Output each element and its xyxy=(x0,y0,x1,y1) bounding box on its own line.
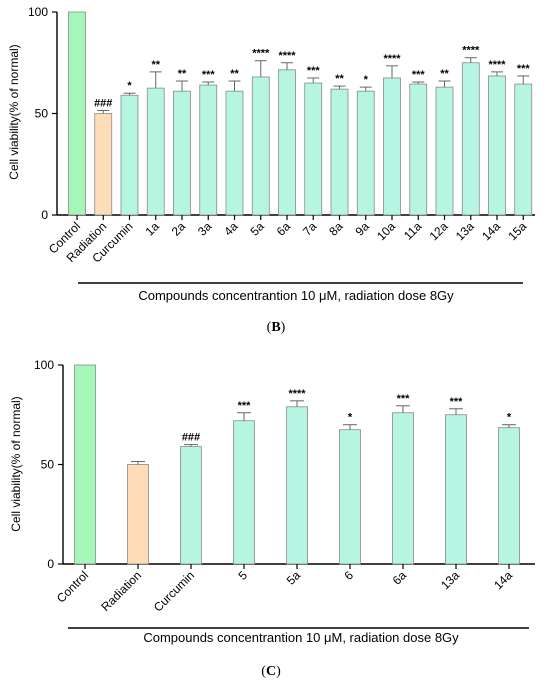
panel-c-xtick-label: Curcumin xyxy=(151,568,197,614)
panel-b-significance-label: ** xyxy=(151,59,160,71)
panel-b-bar xyxy=(94,113,113,216)
panel-c-xtick-label: 5 xyxy=(235,568,250,583)
panel-b-xtick-label: 1a xyxy=(143,219,163,239)
panel-b-xtick-label: 9a xyxy=(353,219,373,239)
panel-b-xtick-label: 11a xyxy=(401,219,425,243)
panel-c-letter: (C) xyxy=(261,664,281,679)
panel-c-bar xyxy=(498,427,520,565)
panel-b-ytick-label: 0 xyxy=(41,208,48,222)
panel-b-xtick-label: 5a xyxy=(248,219,268,239)
panel-b-bar xyxy=(304,82,323,216)
panel-b-significance-label: ** xyxy=(230,68,239,80)
panel-b-significance-label: * xyxy=(127,80,132,92)
panel-c-significance-label: *** xyxy=(238,400,252,412)
panel-c-ytick-label: 100 xyxy=(34,358,54,372)
panel-b-significance-label: *** xyxy=(517,63,531,75)
panel-b-significance-label: **** xyxy=(462,45,480,57)
panel-c-significance-label: *** xyxy=(397,393,411,405)
panel-c-bar xyxy=(74,364,96,565)
panel-b-xtick-label: 13a xyxy=(453,219,477,243)
panel-b-bar xyxy=(461,62,480,216)
panel-b-significance-label: *** xyxy=(307,65,321,77)
panel-b-significance-label: ** xyxy=(178,68,187,80)
panel-b-letter: (B) xyxy=(267,320,286,335)
panel-c-bar xyxy=(233,420,255,565)
panel-c-significance-label: *** xyxy=(450,396,464,408)
panel-b-ytick-label: 50 xyxy=(35,107,49,121)
panel-b-bar xyxy=(146,87,165,216)
panel-b-y-ticks: 0 50 100 xyxy=(28,5,57,222)
panel-b-bar xyxy=(356,90,375,216)
panel-b-xtick-label: 2a xyxy=(169,219,189,239)
panel-b-xtick-label: 3a xyxy=(195,219,215,239)
panel-b-bar xyxy=(488,75,506,216)
panel-c-xlabel: Compounds concentrantion 10 μM, radiatio… xyxy=(143,630,459,645)
panel-b-significance-label: ### xyxy=(94,97,112,109)
panel-b-xtick-label: 8a xyxy=(326,219,346,239)
panel-c-bar xyxy=(180,446,202,565)
panel-b-significance-label: ** xyxy=(440,68,449,80)
panel-b-bar xyxy=(68,11,86,216)
panel-b-significance-label: **** xyxy=(278,50,296,62)
panel-b-ytick-label: 100 xyxy=(28,5,48,19)
panel-b-bar xyxy=(409,83,428,216)
panel-c-xtick-label: 6a xyxy=(390,568,410,588)
panel-c-ytick-label: 50 xyxy=(41,458,55,472)
panel-c-bar xyxy=(286,406,308,565)
panel-b-significance-label: **** xyxy=(252,48,270,60)
panel-b-ylabel: Cell viability(% of normal) xyxy=(7,44,21,179)
panel-c-xtick-label: 5a xyxy=(284,568,304,588)
panel-c-bar xyxy=(127,464,149,565)
panel-b-significance-label: **** xyxy=(383,53,401,65)
panel-c-significance-label: * xyxy=(348,412,353,424)
panel-b-xtick-label: 12a xyxy=(427,219,451,243)
panel-c-x-tick-labels: Control Radiation Curcumin 5 5a 6 6a 13a 14a xyxy=(54,564,515,614)
panel-c-bars: ###*********** **** xyxy=(74,364,520,565)
panel-c-significance-label: **** xyxy=(288,388,306,400)
panel-b-bar xyxy=(225,90,244,216)
panel-b-bar xyxy=(383,77,401,216)
panel-b-xtick-label: 4a xyxy=(221,219,241,239)
panel-c-significance-label: * xyxy=(507,412,512,424)
panel-b-significance-label: * xyxy=(364,74,369,86)
panel-b-bars: ###***** *** ****** ********* ******** ******… xyxy=(68,11,533,216)
panel-b-xtick-label: 6a xyxy=(274,219,294,239)
panel-b-bar xyxy=(514,83,533,216)
panel-c-xtick-label: Control xyxy=(54,568,91,605)
panel-b-bar xyxy=(435,86,454,216)
panel-c-xtick-label: Radiation xyxy=(98,568,144,614)
panel-b-bar xyxy=(120,94,139,216)
panel-c-ylabel: Cell viability(% of normal) xyxy=(9,396,23,531)
panel-c-ytick-label: 0 xyxy=(47,557,54,571)
panel-b-bar xyxy=(173,90,191,216)
panel-c-xtick-label: 6 xyxy=(341,568,356,583)
panel-b-bar xyxy=(199,84,218,216)
panel-b-bar xyxy=(251,76,270,216)
panel-b-xlabel: Compounds concentrantion 10 μM, radiatio… xyxy=(138,288,454,303)
panel-c-bar xyxy=(339,429,361,565)
panel-c-significance-label: ### xyxy=(182,432,200,444)
panel-c-bar xyxy=(445,414,467,565)
panel-b-bar xyxy=(278,69,296,216)
panel-b-xtick-label: 14a xyxy=(479,219,503,243)
panel-c-xtick-label: 14a xyxy=(491,568,515,592)
panel-b-xtick-label: 10a xyxy=(374,219,398,243)
panel-c-xtick-label: 13a xyxy=(438,568,462,592)
panel-b-significance-label: *** xyxy=(202,69,216,81)
panel-b-xtick-label: 15a xyxy=(505,219,529,243)
panel-b-bar xyxy=(330,88,349,216)
panel-b-xtick-label: 7a xyxy=(300,219,320,239)
panel-b-significance-label: ** xyxy=(335,73,344,85)
panel-b-significance-label: **** xyxy=(488,59,506,71)
panel-c-bar xyxy=(392,412,414,565)
panel-b-significance-label: *** xyxy=(412,69,426,81)
panel-c-y-ticks: 0 50 100 xyxy=(34,358,63,571)
